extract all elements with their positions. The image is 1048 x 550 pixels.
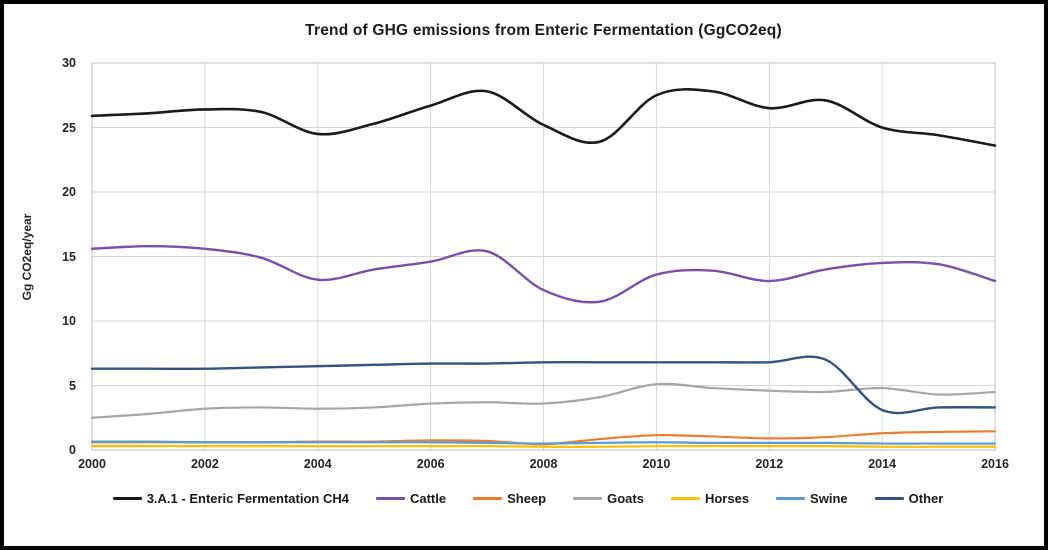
x-tick-label: 2008: [529, 457, 558, 471]
plot-area: [90, 62, 997, 451]
y-tick-label: 25: [62, 120, 76, 135]
series-line-horses: [90, 444, 997, 448]
legend-swatch: [375, 497, 405, 500]
legend-item: 3.A.1 - Enteric Fermentation CH4: [112, 491, 349, 506]
x-tick-label: 2000: [78, 457, 106, 471]
legend-label: Sheep: [507, 491, 547, 506]
legend-item: Cattle: [375, 491, 447, 506]
x-tick-label: 2002: [190, 457, 219, 471]
chart-legend: 3.A.1 - Enteric Fermentation CH4 Cattle Sh…: [4, 491, 1044, 506]
y-tick-label: 15: [62, 249, 76, 264]
legend-swatch: [670, 497, 700, 500]
legend-swatch: [112, 497, 142, 500]
y-tick-label: 20: [62, 185, 76, 199]
legend-swatch: [573, 497, 603, 500]
plot-border: [91, 62, 996, 451]
legend-item: Sheep: [473, 491, 546, 506]
x-tick-label: 2004: [303, 457, 332, 471]
series-line-other: [90, 355, 997, 415]
legend-item: Other: [874, 491, 944, 506]
x-tick-label: 2016: [981, 457, 1009, 471]
y-tick-label: 10: [62, 314, 76, 328]
chart-title: Trend of GHG emissions from Enteric Ferm…: [305, 22, 782, 39]
series-line-3-a-1-enteric-fermentation-ch4: [90, 88, 997, 147]
legend-swatch: [473, 497, 503, 500]
legend-item: Goats: [573, 491, 644, 506]
legend-label: 3.A.1 - Enteric Fermentation CH4: [146, 491, 349, 506]
legend-item: Swine: [776, 491, 848, 506]
x-tick-label: 2010: [642, 457, 671, 471]
x-tick-label: 2006: [416, 457, 445, 471]
legend-item: Horses: [670, 491, 750, 506]
legend-label: Horses: [704, 491, 750, 506]
legend-label: Goats: [607, 491, 644, 506]
y-tick-label: 0: [69, 443, 76, 457]
series-line-goats: [90, 382, 997, 419]
legend-swatch: [874, 497, 904, 500]
y-tick-label: 30: [62, 56, 76, 70]
legend-swatch: [776, 497, 806, 500]
y-tick-label: 5: [69, 378, 76, 393]
series-line-cattle: [90, 244, 997, 304]
x-tick-label: 2012: [755, 457, 784, 471]
legend-label: Swine: [810, 491, 848, 506]
series-line-swine: [90, 440, 997, 445]
x-tick-label: 2014: [868, 457, 897, 471]
legend-label: Cattle: [409, 491, 447, 506]
legend-label: Other: [908, 491, 944, 506]
